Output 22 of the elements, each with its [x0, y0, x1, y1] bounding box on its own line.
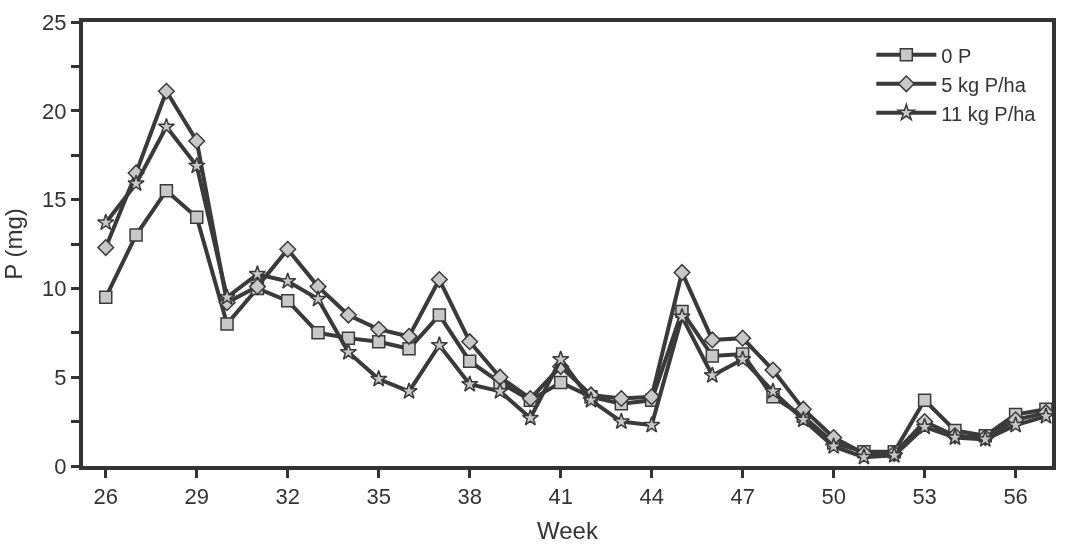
x-tick-label: 44	[639, 484, 664, 510]
y-tick-label: 20	[42, 98, 67, 124]
x-tick-label: 53	[912, 484, 937, 510]
x-tick-label: 41	[548, 484, 573, 510]
x-tick-label: 56	[1003, 484, 1028, 510]
y-axis-title: P (mg)	[0, 208, 27, 280]
x-axis-title: Week	[537, 517, 599, 545]
legend-label: 11 kg P/ha	[941, 102, 1037, 125]
y-tick-label: 15	[42, 187, 67, 213]
y-tick-label: 25	[42, 9, 67, 35]
x-tick-label: 38	[457, 484, 482, 510]
y-tick-label: 10	[42, 276, 67, 302]
x-tick-label: 32	[275, 484, 300, 510]
legend-label: 5 kg P/ha	[941, 73, 1027, 96]
x-tick-label: 29	[184, 484, 209, 510]
y-tick-label: 5	[54, 364, 67, 390]
y-tick-label: 0	[54, 453, 67, 479]
x-tick-label: 26	[93, 484, 118, 510]
x-tick-label: 50	[821, 484, 846, 510]
x-tick-label: 47	[730, 484, 755, 510]
x-tick-label: 35	[366, 484, 391, 510]
legend-label: 0 P	[941, 44, 972, 67]
